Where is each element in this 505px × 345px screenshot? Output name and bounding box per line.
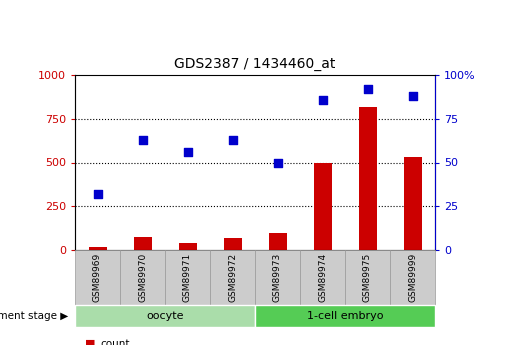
Point	[364, 86, 372, 92]
Text: 1-cell embryo: 1-cell embryo	[307, 311, 383, 321]
Text: GSM89970: GSM89970	[138, 253, 147, 302]
Bar	[224, 238, 241, 250]
Bar	[255, 305, 435, 327]
Text: oocyte: oocyte	[146, 311, 184, 321]
Point	[274, 160, 282, 165]
Point	[138, 137, 146, 142]
Bar	[120, 250, 165, 305]
Text: GSM89972: GSM89972	[228, 253, 237, 302]
Text: GSM89999: GSM89999	[408, 253, 417, 302]
Bar	[75, 305, 255, 327]
Bar	[255, 250, 300, 305]
Text: GSM89971: GSM89971	[183, 253, 192, 302]
Text: ■: ■	[85, 339, 95, 345]
Text: development stage ▶: development stage ▶	[0, 311, 68, 321]
Bar	[269, 233, 286, 250]
Bar	[314, 162, 331, 250]
Text: GSM89975: GSM89975	[363, 253, 372, 302]
Bar	[345, 250, 390, 305]
Bar	[210, 250, 255, 305]
Point	[319, 97, 327, 102]
Text: count: count	[100, 339, 130, 345]
Point	[228, 137, 236, 142]
Text: GSM89973: GSM89973	[273, 253, 282, 302]
Bar	[390, 250, 435, 305]
Point	[183, 149, 191, 155]
Title: GDS2387 / 1434460_at: GDS2387 / 1434460_at	[174, 57, 336, 71]
Bar	[300, 250, 345, 305]
Text: GSM89969: GSM89969	[93, 253, 102, 302]
Bar	[133, 237, 151, 250]
Point	[409, 93, 417, 99]
Bar	[88, 246, 107, 250]
Bar	[178, 243, 196, 250]
Bar	[75, 250, 120, 305]
Point	[93, 191, 102, 197]
Bar	[165, 250, 210, 305]
Bar	[403, 157, 422, 250]
Text: GSM89974: GSM89974	[318, 253, 327, 302]
Bar	[359, 107, 377, 250]
